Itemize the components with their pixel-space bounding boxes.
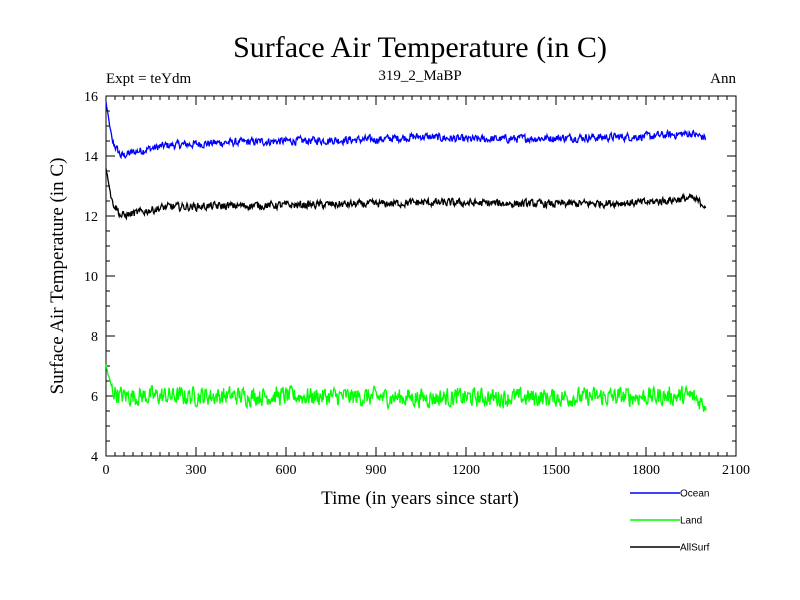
y-tick-label: 10 [84, 270, 98, 285]
y-tick-label: 8 [91, 330, 98, 345]
y-tick-label: 16 [84, 90, 98, 105]
legend-label-ocean: Ocean [680, 489, 709, 500]
x-axis-label: Time (in years since start) [321, 488, 519, 509]
legend-label-land: Land [680, 516, 702, 527]
x-tick-label: 1500 [542, 463, 570, 478]
x-tick-label: 900 [366, 463, 387, 478]
series-line-land [105, 364, 707, 412]
chart-title: Surface Air Temperature (in C) [233, 31, 607, 64]
x-tick-label: 2100 [722, 463, 750, 478]
x-tick-label: 600 [276, 463, 297, 478]
season-label: Ann [710, 71, 736, 87]
series-line-allsurf [105, 168, 707, 221]
series-line-ocean [105, 101, 707, 160]
x-tick-label: 1800 [632, 463, 660, 478]
experiment-label: Expt = teYdm [106, 71, 191, 87]
y-axis-label: Surface Air Temperature (in C) [47, 158, 68, 395]
run-label: 319_2_MaBP [378, 68, 461, 84]
y-tick-label: 14 [84, 150, 98, 165]
y-tick-label: 12 [84, 210, 98, 225]
plot-area: 0 300 600 900 1200 1500 1800 2100 4 6 8 10 12 14 16 [84, 90, 750, 478]
x-tick-label: 300 [186, 463, 207, 478]
x-tick-label: 1200 [452, 463, 480, 478]
legend: Ocean Land AllSurf [630, 489, 710, 554]
y-tick-label: 6 [91, 390, 98, 405]
y-tick-label: 4 [91, 450, 98, 465]
legend-label-allsurf: AllSurf [680, 543, 710, 554]
x-tick-label: 0 [103, 463, 110, 478]
